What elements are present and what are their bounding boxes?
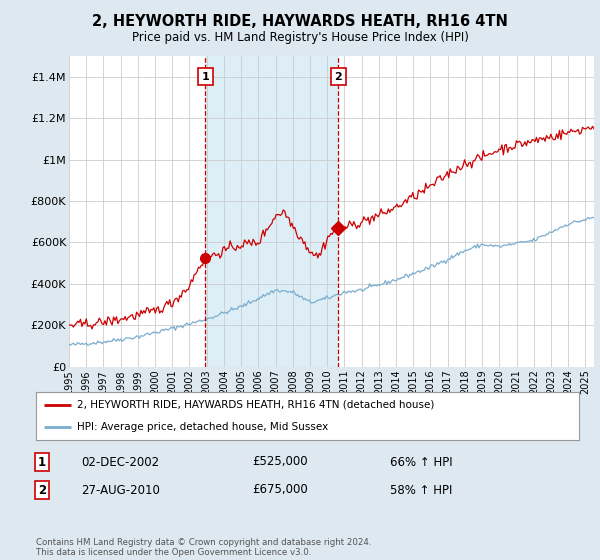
Text: 1: 1 <box>38 455 46 469</box>
Text: HPI: Average price, detached house, Mid Sussex: HPI: Average price, detached house, Mid … <box>77 422 328 432</box>
Bar <box>205 56 338 367</box>
Text: 1: 1 <box>202 72 209 82</box>
Text: 66% ↑ HPI: 66% ↑ HPI <box>390 455 452 469</box>
Text: 58% ↑ HPI: 58% ↑ HPI <box>390 483 452 497</box>
Text: 2, HEYWORTH RIDE, HAYWARDS HEATH, RH16 4TN: 2, HEYWORTH RIDE, HAYWARDS HEATH, RH16 4… <box>92 14 508 29</box>
Text: 02-DEC-2002: 02-DEC-2002 <box>81 455 159 469</box>
Text: Price paid vs. HM Land Registry's House Price Index (HPI): Price paid vs. HM Land Registry's House … <box>131 31 469 44</box>
Text: 2: 2 <box>38 483 46 497</box>
Text: Contains HM Land Registry data © Crown copyright and database right 2024.
This d: Contains HM Land Registry data © Crown c… <box>36 538 371 557</box>
Text: 27-AUG-2010: 27-AUG-2010 <box>81 483 160 497</box>
Text: 2, HEYWORTH RIDE, HAYWARDS HEATH, RH16 4TN (detached house): 2, HEYWORTH RIDE, HAYWARDS HEATH, RH16 4… <box>77 400 434 410</box>
Text: 2: 2 <box>335 72 342 82</box>
Text: £675,000: £675,000 <box>252 483 308 497</box>
Text: £525,000: £525,000 <box>252 455 308 469</box>
